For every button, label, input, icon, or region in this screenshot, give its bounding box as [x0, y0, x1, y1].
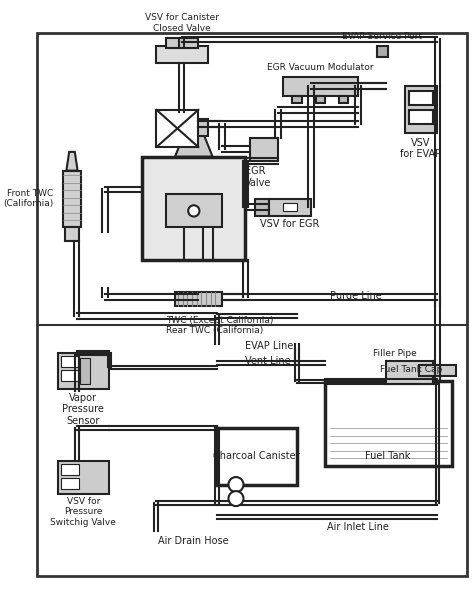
Text: Vapor
Pressure
Sensor: Vapor Pressure Sensor: [62, 393, 104, 426]
Bar: [58, 353, 109, 389]
Circle shape: [228, 491, 244, 506]
Text: VSV for
Pressure
Switchig Valve: VSV for Pressure Switchig Valve: [50, 496, 116, 526]
Text: EVAP Line: EVAP Line: [246, 341, 294, 351]
Text: Fuel Tank: Fuel Tank: [365, 451, 410, 461]
Bar: [217, 429, 297, 485]
Text: EGR Vacuum Modulator: EGR Vacuum Modulator: [267, 63, 374, 72]
Bar: [339, 95, 348, 103]
Circle shape: [188, 205, 200, 216]
Bar: [180, 119, 208, 136]
Polygon shape: [65, 227, 79, 241]
Bar: [410, 110, 433, 124]
Text: EVAP Service Port: EVAP Service Port: [342, 32, 422, 41]
Bar: [255, 198, 269, 216]
Bar: [292, 95, 301, 103]
Text: VSV for Canister
Closed Valve: VSV for Canister Closed Valve: [145, 14, 219, 33]
Text: Charcoal Canister: Charcoal Canister: [213, 451, 300, 461]
Text: EGR
Valve: EGR Valve: [246, 166, 272, 188]
Bar: [156, 46, 208, 63]
Bar: [376, 46, 388, 57]
Text: Purge Line: Purge Line: [330, 291, 382, 300]
Bar: [142, 157, 246, 260]
Bar: [166, 194, 222, 227]
Bar: [386, 361, 433, 384]
Text: Front TWC
(California): Front TWC (California): [3, 189, 53, 209]
Bar: [58, 461, 109, 494]
Text: VSV
for EVAP: VSV for EVAP: [400, 138, 441, 159]
Bar: [166, 39, 199, 48]
Bar: [250, 138, 278, 162]
Text: Filler Pipe: Filler Pipe: [374, 349, 417, 358]
Text: Fuel Tank Cap: Fuel Tank Cap: [380, 365, 442, 374]
Bar: [269, 198, 311, 216]
Text: VSV for EGR: VSV for EGR: [260, 219, 319, 229]
Bar: [61, 356, 78, 367]
Polygon shape: [63, 170, 82, 227]
Bar: [156, 110, 199, 147]
Bar: [410, 91, 433, 105]
Text: Air Inlet Line: Air Inlet Line: [327, 522, 389, 532]
Circle shape: [228, 477, 244, 492]
Bar: [61, 478, 80, 489]
Bar: [316, 95, 325, 103]
Polygon shape: [66, 152, 78, 170]
Bar: [61, 370, 78, 381]
Bar: [419, 365, 456, 376]
Text: Air Drain Hose: Air Drain Hose: [158, 536, 229, 546]
Bar: [405, 86, 438, 133]
Bar: [81, 358, 90, 384]
Bar: [61, 464, 80, 475]
Bar: [325, 381, 452, 466]
Text: Vent Line: Vent Line: [246, 356, 291, 366]
Bar: [283, 77, 358, 95]
Bar: [283, 203, 297, 211]
Bar: [175, 293, 222, 306]
Text: TWC (Except California)
Rear TWC (California): TWC (Except California) Rear TWC (Califo…: [166, 316, 273, 336]
Polygon shape: [175, 133, 212, 157]
